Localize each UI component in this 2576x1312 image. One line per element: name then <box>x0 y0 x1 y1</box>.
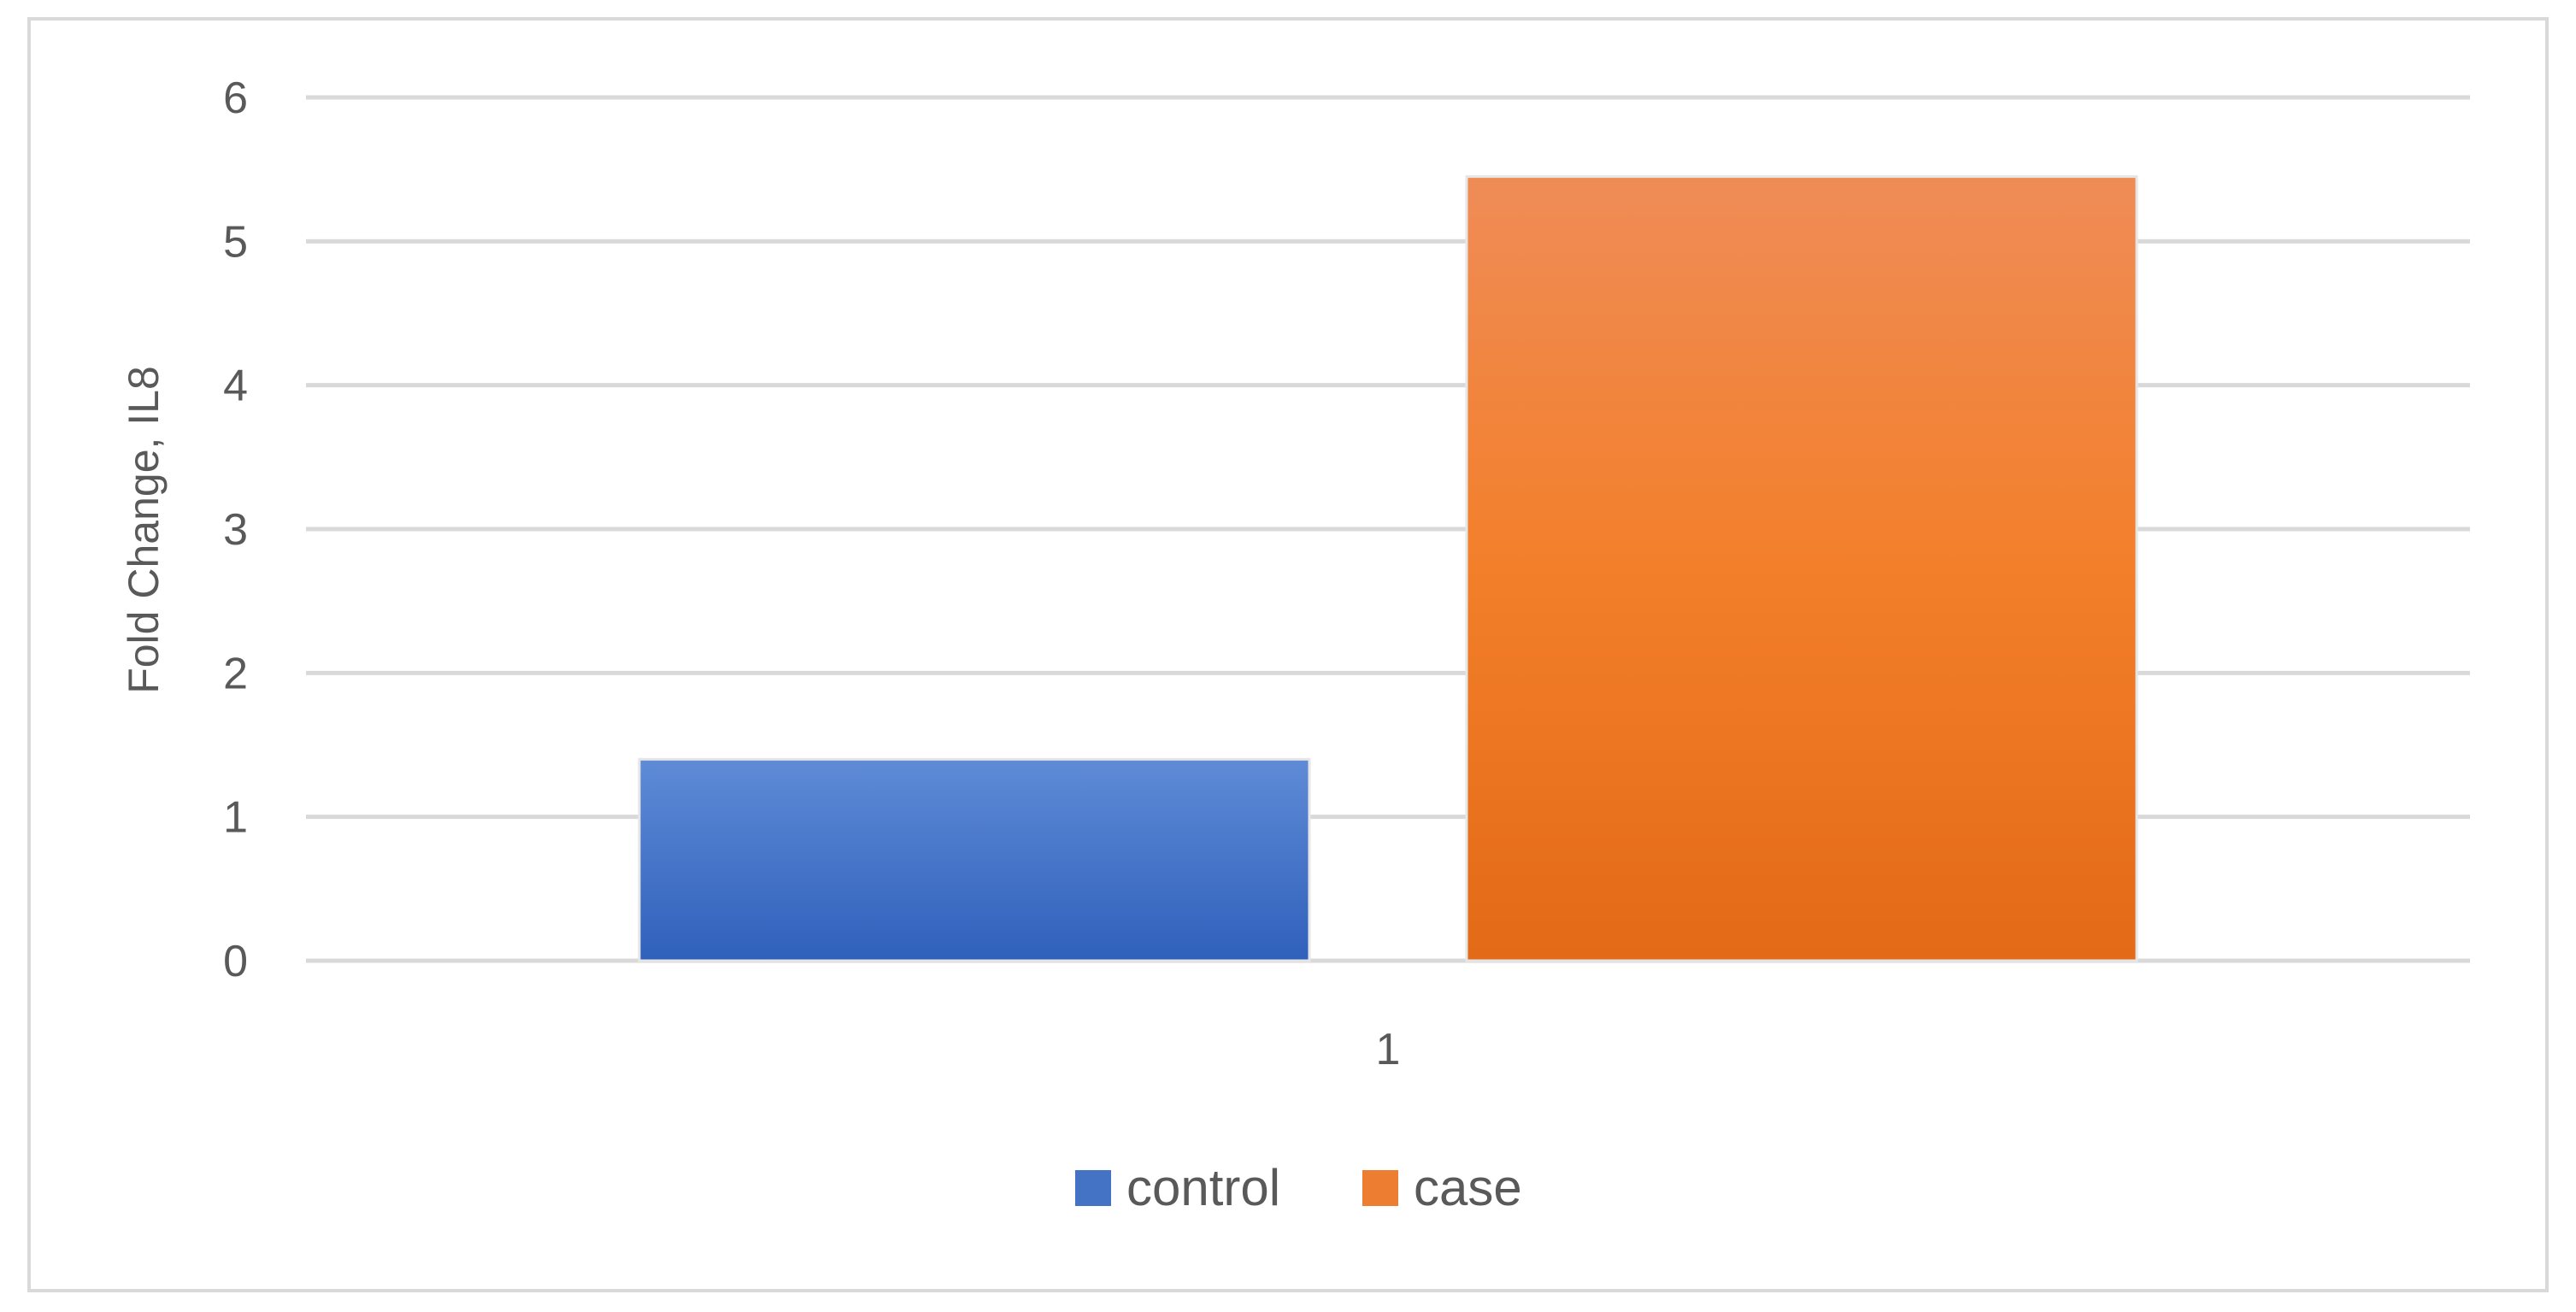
y-tick-label: 5 <box>223 217 248 267</box>
x-tick-label: 1 <box>1376 1025 1401 1074</box>
bars <box>638 175 2138 962</box>
legend-swatch-control <box>1075 1170 1111 1206</box>
legend-label-case: case <box>1414 1159 1522 1216</box>
x-axis-tick-labels: 1 <box>1376 1025 1401 1074</box>
y-tick-label: 1 <box>223 793 248 843</box>
y-tick-label: 2 <box>223 649 248 698</box>
y-axis-tick-labels: 0 1 2 3 4 5 6 <box>223 74 248 986</box>
legend-swatch-case <box>1362 1170 1398 1206</box>
y-tick-label: 6 <box>223 74 248 123</box>
bar-case <box>1465 175 2138 962</box>
y-tick-label: 0 <box>223 937 248 986</box>
legend: control case <box>1075 1159 1522 1216</box>
chart-border <box>27 17 2549 1292</box>
legend-label-control: control <box>1126 1159 1280 1216</box>
y-axis-title: Fold Change, IL8 <box>120 366 168 694</box>
bar-control <box>638 757 1311 962</box>
y-tick-label: 3 <box>223 505 248 555</box>
y-tick-label: 4 <box>223 362 248 411</box>
